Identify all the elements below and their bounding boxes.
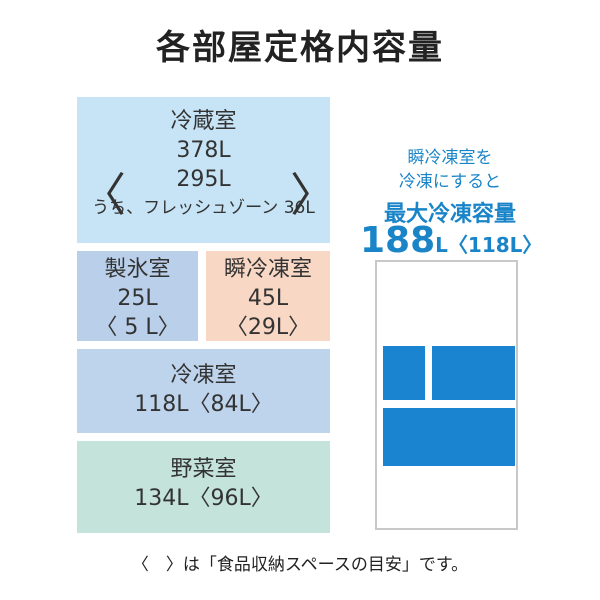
- instant-freeze-usable: 〈29L〉: [225, 315, 311, 340]
- instant-freeze-compartment: 瞬冷凍室 45L 〈29L〉: [206, 251, 330, 341]
- max-freeze-value: 188L〈118L〉: [360, 220, 543, 261]
- ice-usable: 〈 5 L〉: [95, 315, 180, 340]
- side-note: 瞬冷凍室を 冷凍にすると: [360, 146, 540, 194]
- max-freeze-big: 188: [360, 220, 436, 261]
- vegetable-total: 134L〈96L〉: [134, 486, 273, 511]
- freezer-total: 118L〈84L〉: [134, 392, 273, 417]
- freezer-compartment: 冷凍室 118L〈84L〉: [77, 349, 330, 433]
- page-title: 各部屋定格内容量: [156, 28, 444, 68]
- max-freeze-headline: 最大冷凍容量: [383, 202, 516, 227]
- instant-freeze-total: 45L: [247, 286, 289, 311]
- refrigerator-total: 378L: [176, 138, 231, 163]
- refrigerator-usable: 295L: [176, 167, 231, 192]
- footnote: 〈 〉は「食品収納スペースの目安」です。: [131, 555, 469, 575]
- instant-freeze-name: 瞬冷凍室: [223, 257, 312, 282]
- vegetable-name: 野菜室: [170, 457, 237, 482]
- freezer-block-ice: [383, 346, 425, 400]
- freezer-block-main: [383, 408, 515, 466]
- side-note-line1: 瞬冷凍室を: [407, 148, 493, 168]
- vegetable-compartment: 野菜室 134L〈96L〉: [77, 441, 330, 533]
- max-freeze-unit: L〈118L〉: [435, 233, 543, 257]
- ice-name: 製氷室: [104, 257, 171, 282]
- ice-compartment: 製氷室 25L 〈 5 L〉: [77, 251, 198, 341]
- freezer-name: 冷凍室: [170, 363, 237, 388]
- refrigerator-compartment: 冷蔵室 378L 295L うち、フレッシュゾーン 36L: [77, 97, 330, 243]
- bracket-close: 〉: [290, 168, 336, 222]
- refrigerator-name: 冷蔵室: [170, 109, 237, 134]
- fresh-zone-capacity: うち、フレッシュゾーン 36L: [92, 198, 315, 218]
- bracket-open: 〈: [80, 168, 126, 222]
- side-note-line2: 冷凍にすると: [398, 172, 502, 192]
- fridge-outline: [375, 260, 518, 530]
- ice-total: 25L: [117, 286, 158, 311]
- freezer-block-instant: [432, 346, 515, 400]
